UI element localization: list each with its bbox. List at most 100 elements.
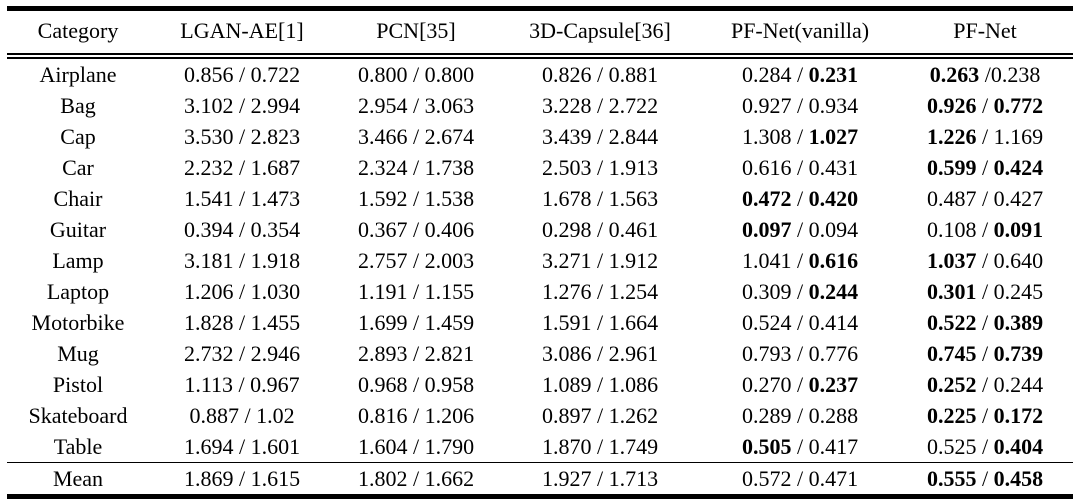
left-value: 1.699 <box>357 309 408 335</box>
value-pair-cell: 3.181 / 1.918 <box>149 245 335 276</box>
right-value: 1.601 <box>250 433 301 459</box>
left-value: 0.524 <box>741 309 792 335</box>
slash-separator: / <box>233 216 251 242</box>
value-pair-cell: 0.800 / 0.800 <box>335 56 497 90</box>
mean-row: Mean 1.869 / 1.615 1.802 / 1.662 1.927 / 1.… <box>7 462 1073 497</box>
right-value: 0.420 <box>808 185 859 211</box>
right-value: 1.262 <box>608 402 659 428</box>
left-value: 0.309 <box>741 278 792 304</box>
right-value: 2.844 <box>608 123 659 149</box>
right-value: 1.790 <box>424 433 475 459</box>
slash-separator: / <box>233 278 251 304</box>
left-value: 0.270 <box>741 371 792 397</box>
slash-separator: / <box>976 185 994 211</box>
slash-separator: / <box>407 309 425 335</box>
slash-separator: / <box>591 340 609 366</box>
left-value: 0.926 <box>926 92 977 118</box>
right-value: 0.354 <box>250 216 301 242</box>
value-pair-cell: 1.541 / 1.473 <box>149 183 335 214</box>
value-pair-cell: 3.466 / 2.674 <box>335 121 497 152</box>
right-value: 1.687 <box>250 154 301 180</box>
value-pair-cell: 0.926 / 0.772 <box>897 90 1073 121</box>
table-row: Bag 3.102 / 2.994 2.954 / 3.063 3.228 / 2.7… <box>7 90 1073 121</box>
slash-separator: / <box>407 185 425 211</box>
value-pair-cell: 0.298 / 0.461 <box>497 214 703 245</box>
left-value: 1.037 <box>926 247 977 273</box>
left-value: 0.097 <box>741 216 792 242</box>
slash-separator: / <box>591 216 609 242</box>
value-pair-cell: 0.225 / 0.172 <box>897 400 1073 431</box>
left-value: 0.487 <box>926 185 977 211</box>
left-value: 1.089 <box>541 371 592 397</box>
value-pair-cell: 0.616 / 0.431 <box>703 152 897 183</box>
slash-separator: / <box>791 216 809 242</box>
category-cell: Laptop <box>46 278 110 304</box>
table-header: Category LGAN-AE[1] PCN[35] 3D-Capsule[36] P… <box>7 8 1073 59</box>
table-row: Table 1.694 / 1.601 1.604 / 1.790 1.870 / 1… <box>7 431 1073 463</box>
left-value: 3.271 <box>541 247 592 273</box>
left-value: 3.181 <box>183 247 234 273</box>
slash-separator: / <box>407 465 425 491</box>
slash-separator: / <box>233 123 251 149</box>
left-value: 1.113 <box>184 371 234 397</box>
right-value: 2.823 <box>250 123 301 149</box>
slash-separator: / <box>976 465 994 491</box>
left-value: 0.816 <box>357 402 408 428</box>
slash-separator: / <box>233 340 251 366</box>
slash-separator: / <box>791 185 809 211</box>
slash-separator: / <box>976 371 994 397</box>
column-header: Category <box>7 8 149 59</box>
slash-separator: / <box>407 402 425 428</box>
left-value: 1.828 <box>183 309 234 335</box>
value-pair-cell: 0.968 / 0.958 <box>335 369 497 400</box>
slash-separator: / <box>407 216 425 242</box>
slash-separator: / <box>407 123 425 149</box>
value-pair-cell: 3.530 / 2.823 <box>149 121 335 152</box>
left-value: 1.802 <box>357 465 408 491</box>
value-pair-cell: 0.505 / 0.417 <box>703 431 897 463</box>
slash-separator: / <box>976 154 994 180</box>
slash-separator: / <box>791 309 809 335</box>
right-value: 0.722 <box>250 61 301 87</box>
right-value: 0.245 <box>993 278 1044 304</box>
slash-separator: / <box>233 247 251 273</box>
value-pair-cell: 1.694 / 1.601 <box>149 431 335 463</box>
left-value: 0.927 <box>741 92 792 118</box>
left-value: 2.503 <box>541 154 592 180</box>
table-row: Motorbike 1.828 / 1.455 1.699 / 1.459 1.591… <box>7 307 1073 338</box>
right-value: 0.417 <box>808 433 859 459</box>
right-value: 3.063 <box>424 92 475 118</box>
value-pair-cell: 2.732 / 2.946 <box>149 338 335 369</box>
right-value: 1.664 <box>608 309 659 335</box>
value-pair-cell: 0.289 / 0.288 <box>703 400 897 431</box>
right-value: 0.934 <box>808 92 859 118</box>
category-cell: Guitar <box>49 216 107 242</box>
value-pair-cell: 0.599 / 0.424 <box>897 152 1073 183</box>
value-pair-cell: 1.206 / 1.030 <box>149 276 335 307</box>
left-value: 1.041 <box>741 247 792 273</box>
slash-separator: / <box>976 123 994 149</box>
column-header: LGAN-AE[1] <box>149 8 335 59</box>
slash-separator: / <box>591 371 609 397</box>
left-value: 2.757 <box>357 247 408 273</box>
slash-separator: / <box>407 247 425 273</box>
right-value: 1.713 <box>608 465 659 491</box>
right-value: 2.946 <box>250 340 301 366</box>
right-value: 0.237 <box>808 371 859 397</box>
category-cell: Car <box>62 154 94 180</box>
right-value: 2.994 <box>250 92 301 118</box>
right-value: 0.458 <box>993 465 1044 491</box>
left-value: 1.591 <box>541 309 592 335</box>
right-value: 0.288 <box>808 402 859 428</box>
column-header: PF-Net <box>897 8 1073 59</box>
slash-separator: / <box>591 433 609 459</box>
left-value: 0.793 <box>741 340 792 366</box>
value-pair-cell: 1.870 / 1.749 <box>497 431 703 463</box>
right-value: 0.406 <box>424 216 475 242</box>
value-pair-cell: 3.271 / 1.912 <box>497 245 703 276</box>
slash-separator: / <box>791 371 809 397</box>
slash-separator: / <box>791 402 809 428</box>
value-pair-cell: 0.572 / 0.471 <box>703 462 897 497</box>
value-pair-cell: 0.270 / 0.237 <box>703 369 897 400</box>
